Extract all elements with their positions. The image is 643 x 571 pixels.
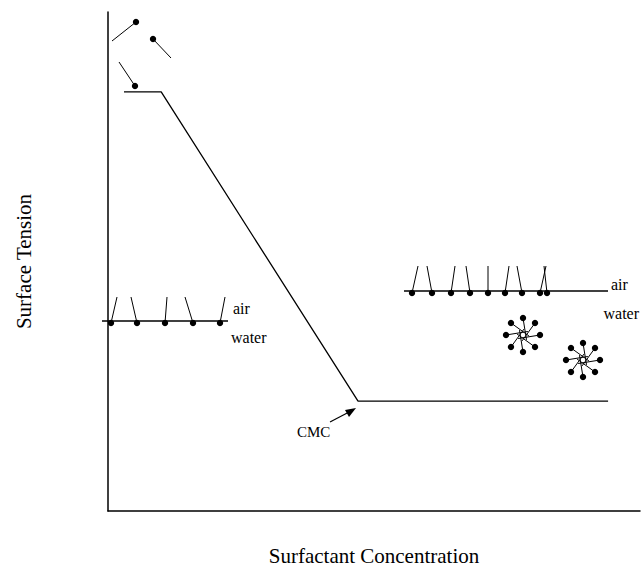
svg-text:air: air [611, 276, 629, 293]
svg-text:water: water [231, 329, 267, 346]
svg-text:Surfactant Concentration: Surfactant Concentration [269, 544, 480, 568]
svg-text:CMC: CMC [297, 424, 330, 440]
svg-text:air: air [233, 300, 251, 317]
svg-text:water: water [603, 305, 639, 322]
svg-text:Surface Tension: Surface Tension [12, 193, 36, 329]
